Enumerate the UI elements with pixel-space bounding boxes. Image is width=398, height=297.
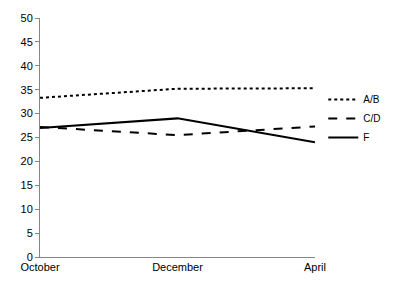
svg-text:40: 40 [21, 60, 33, 72]
svg-text:A/B: A/B [363, 94, 379, 105]
svg-text:45: 45 [21, 36, 33, 48]
svg-text:F: F [363, 132, 369, 143]
svg-text:20: 20 [21, 155, 33, 167]
svg-text:50: 50 [21, 12, 33, 24]
svg-text:October: October [20, 261, 59, 273]
svg-text:35: 35 [21, 84, 33, 96]
svg-text:15: 15 [21, 179, 33, 191]
svg-text:25: 25 [21, 131, 33, 143]
svg-text:30: 30 [21, 107, 33, 119]
svg-text:10: 10 [21, 203, 33, 215]
svg-text:C/D: C/D [363, 113, 380, 124]
svg-text:April: April [304, 261, 326, 273]
svg-text:0: 0 [27, 251, 33, 263]
svg-text:December: December [152, 261, 203, 273]
svg-text:5: 5 [27, 227, 33, 239]
